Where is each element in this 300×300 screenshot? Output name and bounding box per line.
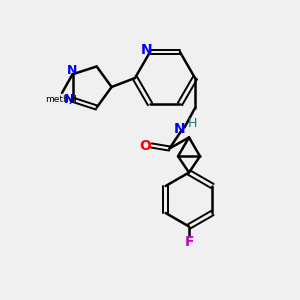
Text: O: O	[140, 139, 152, 152]
Text: H: H	[188, 117, 198, 130]
Text: F: F	[184, 235, 194, 248]
Text: N: N	[67, 64, 78, 77]
Text: N: N	[64, 93, 74, 106]
Text: N: N	[174, 122, 186, 136]
Text: N: N	[141, 43, 152, 57]
Text: methyl: methyl	[45, 95, 77, 104]
